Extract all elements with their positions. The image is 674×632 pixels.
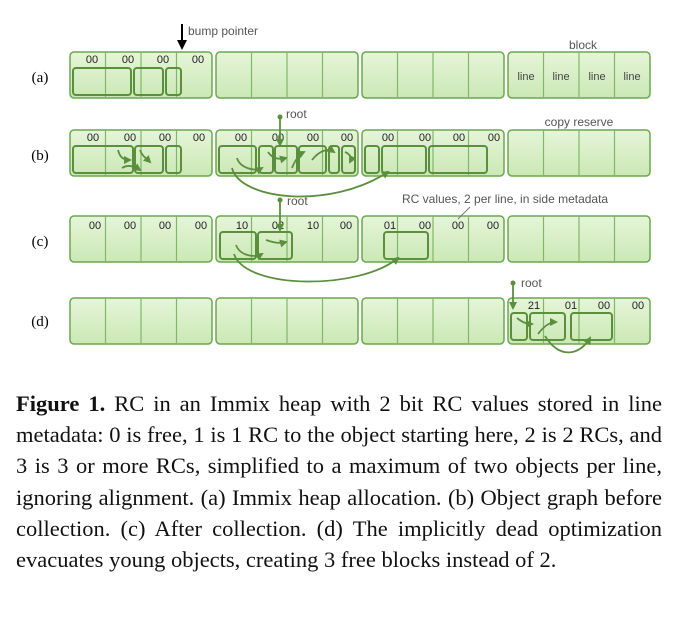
rc-c2-4: 00 <box>340 220 352 232</box>
rc-d4-1: 21 <box>528 300 540 312</box>
line-label-4: line <box>623 71 640 83</box>
root-label-d: root <box>521 276 542 290</box>
immix-heap-figure: (a) (b) (c) (d) 00 00 00 0 <box>31 24 651 354</box>
bump-pointer-label: bump pointer <box>188 24 258 38</box>
row-label-c: (c) <box>32 234 49 250</box>
caption-text: RC in an Immix heap with 2 bit RC values… <box>16 391 663 573</box>
line-label-1: line <box>517 71 534 83</box>
root-dot-c <box>277 197 283 203</box>
object <box>134 145 164 174</box>
block-label: block <box>569 38 598 52</box>
rc-c1-4: 00 <box>195 220 207 232</box>
rc-b3-3: 00 <box>453 132 465 144</box>
rc-d4-4: 00 <box>632 300 644 312</box>
row-label-b: (b) <box>31 148 49 164</box>
rc-c3-2: 00 <box>419 220 431 232</box>
rc-b1-4: 00 <box>193 132 205 144</box>
rc-b2-4: 00 <box>341 132 353 144</box>
row-label-d: (d) <box>31 314 49 330</box>
rc-c3-1: 01 <box>384 220 396 232</box>
object <box>570 312 613 341</box>
root-dot-b <box>277 114 283 120</box>
object <box>218 145 257 174</box>
rc-b1-1: 00 <box>87 132 99 144</box>
object <box>72 145 134 174</box>
rc-a-4: 00 <box>192 54 204 66</box>
rc-b2-2: 00 <box>272 132 284 144</box>
figure-caption: Figure 1. RC in an Immix heap with 2 bit… <box>16 388 662 575</box>
root-label-c: root <box>287 194 308 208</box>
figure-label: Figure 1. <box>16 391 106 416</box>
object <box>258 145 274 174</box>
rc-c1-1: 00 <box>89 220 101 232</box>
rc-b2-3: 00 <box>307 132 319 144</box>
copy-reserve-label: copy reserve <box>545 115 614 129</box>
rc-values-leader <box>457 206 471 220</box>
rc-b1-3: 00 <box>159 132 171 144</box>
object <box>165 145 182 174</box>
object <box>72 67 132 96</box>
object <box>364 145 380 174</box>
rc-values-label: RC values, 2 per line, in side metadata <box>402 192 608 206</box>
line-dividers <box>104 52 616 344</box>
rc-c2-3: 10 <box>307 220 319 232</box>
rc-d4-2: 01 <box>565 300 577 312</box>
rc-d4-3: 00 <box>598 300 610 312</box>
rc-c3-4: 00 <box>487 220 499 232</box>
line-label-3: line <box>588 71 605 83</box>
rc-b1-2: 00 <box>124 132 136 144</box>
object <box>165 67 182 96</box>
rc-b2-1: 00 <box>235 132 247 144</box>
object <box>133 67 164 96</box>
line-label-2: line <box>552 71 569 83</box>
object <box>219 231 257 260</box>
object <box>383 231 429 260</box>
rc-b3-4: 00 <box>488 132 500 144</box>
rc-c3-3: 00 <box>452 220 464 232</box>
root-dot-d <box>510 280 516 286</box>
object <box>298 145 327 174</box>
rc-a-3: 00 <box>157 54 169 66</box>
rc-c2-2: 02 <box>272 220 284 232</box>
row-label-a: (a) <box>32 70 49 86</box>
object <box>381 145 427 174</box>
rc-c1-2: 00 <box>124 220 136 232</box>
rc-c2-1: 10 <box>236 220 248 232</box>
object <box>257 231 293 260</box>
root-label-b: root <box>286 107 307 121</box>
rc-b3-2: 00 <box>419 132 431 144</box>
rc-a-2: 00 <box>122 54 134 66</box>
rc-a-1: 00 <box>86 54 98 66</box>
rc-c1-3: 00 <box>159 220 171 232</box>
object <box>428 145 488 174</box>
rc-b3-1: 00 <box>382 132 394 144</box>
